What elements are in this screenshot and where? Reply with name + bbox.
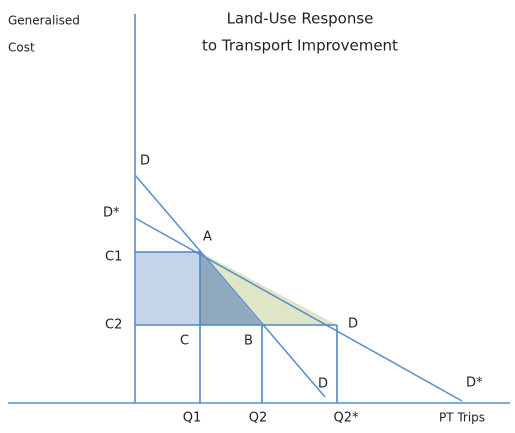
point-label: B xyxy=(244,334,253,349)
curve-label: D* xyxy=(103,206,120,221)
quantity-label: Q2 xyxy=(249,411,268,426)
y-axis-label: Generalised xyxy=(8,14,80,28)
curve-label: D xyxy=(140,154,150,169)
title-line: Land-Use Response xyxy=(227,10,374,28)
consumer-surplus-rect xyxy=(135,252,200,325)
point-label: D xyxy=(348,317,358,332)
x-axis-label: PT Trips xyxy=(439,411,485,425)
quantity-label: Q2* xyxy=(333,411,359,426)
price-label: C2 xyxy=(105,318,122,333)
curve-label: D* xyxy=(466,376,483,391)
title-line: to Transport Improvement xyxy=(202,37,398,55)
price-label: C1 xyxy=(105,250,122,265)
y-axis-label: Cost xyxy=(8,41,35,55)
point-label: C xyxy=(180,334,189,349)
point-label: A xyxy=(203,230,212,245)
green-triangle xyxy=(200,252,337,325)
quantity-label: Q1 xyxy=(183,411,202,426)
demand-curve-d xyxy=(134,174,326,398)
demand-curve-d-star xyxy=(134,217,463,402)
curve-label: D xyxy=(318,377,328,392)
